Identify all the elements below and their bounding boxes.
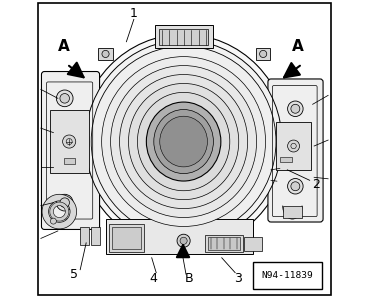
Text: 1: 1 xyxy=(130,7,138,20)
FancyBboxPatch shape xyxy=(41,72,100,229)
Bar xyxy=(80,227,89,245)
Bar xyxy=(244,237,262,251)
Text: N94-11839: N94-11839 xyxy=(261,271,313,280)
Bar xyxy=(208,237,239,250)
Ellipse shape xyxy=(128,83,239,200)
Circle shape xyxy=(102,50,109,58)
Bar xyxy=(155,25,213,48)
Ellipse shape xyxy=(137,92,230,191)
Circle shape xyxy=(63,135,76,148)
Bar xyxy=(206,235,242,252)
Bar xyxy=(159,29,208,45)
Ellipse shape xyxy=(111,66,256,218)
Circle shape xyxy=(56,194,73,211)
Bar xyxy=(64,158,75,164)
Ellipse shape xyxy=(154,109,213,173)
Bar xyxy=(253,262,321,289)
Ellipse shape xyxy=(91,46,276,237)
Bar xyxy=(98,48,113,60)
Circle shape xyxy=(51,218,56,224)
Bar xyxy=(109,224,144,252)
Circle shape xyxy=(177,234,190,247)
Bar xyxy=(113,227,141,249)
Wedge shape xyxy=(50,202,69,221)
Ellipse shape xyxy=(85,40,282,243)
Ellipse shape xyxy=(101,57,266,226)
Bar xyxy=(106,219,253,254)
Ellipse shape xyxy=(79,34,288,249)
Ellipse shape xyxy=(146,102,221,181)
Text: A: A xyxy=(292,39,304,54)
Circle shape xyxy=(260,50,267,58)
Circle shape xyxy=(291,182,300,191)
Bar xyxy=(283,206,302,218)
Circle shape xyxy=(60,198,69,207)
Bar xyxy=(91,227,100,245)
Ellipse shape xyxy=(120,74,248,209)
FancyBboxPatch shape xyxy=(268,79,323,222)
Text: 2: 2 xyxy=(312,178,320,191)
Ellipse shape xyxy=(160,116,207,167)
Text: 5: 5 xyxy=(70,268,78,281)
Text: 4: 4 xyxy=(149,272,157,285)
Circle shape xyxy=(56,90,73,107)
Bar xyxy=(276,122,311,170)
Circle shape xyxy=(287,179,303,194)
Circle shape xyxy=(287,101,303,117)
Circle shape xyxy=(60,94,69,103)
Text: 3: 3 xyxy=(234,272,242,285)
Wedge shape xyxy=(42,194,77,229)
Circle shape xyxy=(291,104,300,113)
Text: B: B xyxy=(184,272,193,285)
Bar xyxy=(280,157,292,162)
Bar xyxy=(256,48,270,60)
Circle shape xyxy=(180,237,187,244)
Bar xyxy=(50,110,89,173)
Text: A: A xyxy=(58,39,70,54)
Circle shape xyxy=(287,140,300,152)
